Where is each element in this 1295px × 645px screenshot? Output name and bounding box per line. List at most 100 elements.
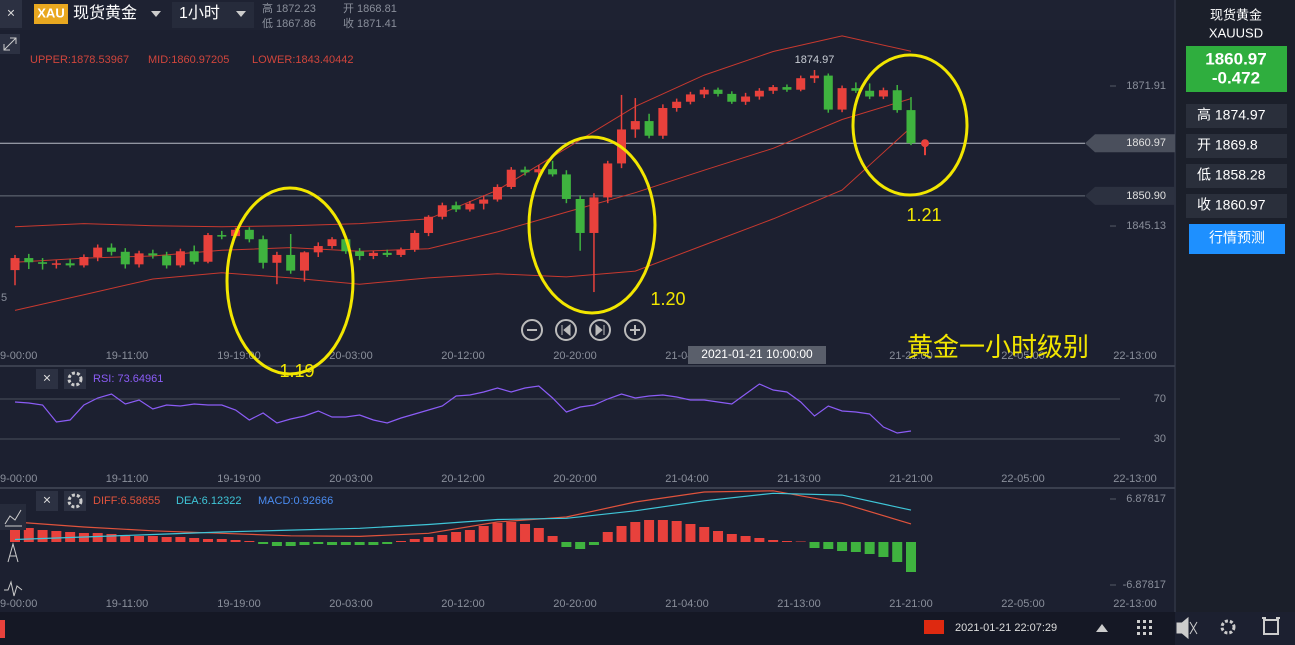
expand-icon: [3, 37, 17, 51]
candle-body: [189, 251, 199, 262]
highlight-circle: [851, 53, 969, 197]
candle-body: [479, 199, 489, 204]
dropdown-arrow[interactable]: [236, 11, 246, 17]
macd-bar: [892, 542, 903, 562]
candle-body: [175, 251, 185, 266]
candle-body: [313, 246, 323, 253]
sidebar-high: 高 1874.97: [1197, 107, 1266, 123]
macd-bar: [850, 542, 861, 552]
macd-bar: [202, 539, 213, 542]
macd-bar: [368, 542, 379, 545]
x-tick-label: 21-04:00: [665, 473, 708, 485]
x-tick-label: 20-12:00: [441, 598, 484, 610]
macd-bar: [740, 536, 751, 542]
macd-bar: [327, 542, 338, 545]
band-upper: [14, 35, 912, 228]
x-tick-label: 21-13:00: [777, 598, 820, 610]
candle-body: [286, 254, 296, 271]
zoom-in[interactable]: [624, 319, 646, 341]
forecast-button-label[interactable]: 行情预测: [1209, 230, 1265, 246]
x-tick-label: 20-20:00: [553, 350, 596, 362]
x-tick-label: 22-05:00: [1001, 473, 1044, 485]
candle-body: [93, 247, 103, 258]
x-tick-label: 20-03:00: [329, 598, 372, 610]
macd-bar: [671, 521, 682, 542]
grid-icon[interactable]: [1137, 620, 1152, 635]
close-indicator[interactable]: [36, 491, 58, 511]
price-tag: [1085, 186, 1175, 205]
candle-body: [79, 257, 89, 266]
zoom-out[interactable]: [521, 319, 543, 341]
flag: [924, 620, 944, 634]
tool-icon[interactable]: [7, 542, 19, 563]
candle-body: [244, 229, 254, 240]
macd-bar: [906, 542, 916, 572]
candle-body: [368, 252, 378, 256]
mute-icon[interactable]: [1176, 616, 1198, 640]
tool-icon[interactable]: [4, 580, 23, 597]
band-legend: MID:1860.97205: [148, 54, 229, 66]
x-tick-label: 19-11:00: [106, 598, 149, 610]
macd-bar: [285, 542, 296, 546]
candle-body: [506, 169, 516, 187]
scroll-start[interactable]: [555, 319, 577, 341]
fullscreen-icon[interactable]: [1262, 617, 1280, 635]
clock: 2021-01-21 22:07:29: [955, 622, 1057, 634]
candle-body: [382, 252, 392, 255]
close-icon: ×: [43, 492, 51, 508]
high-label: 1874.97: [795, 54, 835, 66]
interval[interactable]: 1小时: [179, 4, 220, 22]
macd-bar: [10, 527, 20, 542]
candle-body: [851, 88, 861, 91]
close-button[interactable]: [0, 0, 22, 28]
settings-icon[interactable]: [1220, 619, 1236, 635]
x-tick-label: 9-00:00: [0, 598, 37, 610]
candle-body: [685, 94, 695, 102]
macd-bar: [244, 541, 255, 542]
macd-bar: [864, 542, 875, 554]
scroll-end[interactable]: [589, 319, 611, 341]
candle-body: [134, 253, 144, 265]
y-tick-label: 70: [1154, 393, 1166, 405]
band-mid: [14, 98, 912, 263]
macd-bar: [423, 537, 434, 542]
macd-bar: [699, 527, 710, 542]
macd-bar: [630, 522, 641, 542]
macd-bar: [175, 537, 186, 542]
macd-bar: [726, 534, 737, 542]
x-tick-label: 22-13:00: [1113, 598, 1156, 610]
x-tick-label: 21-21:00: [889, 473, 932, 485]
dropdown-arrow[interactable]: [151, 11, 161, 17]
stat-box: [1186, 134, 1287, 158]
icon: [630, 325, 640, 335]
y-tick-label: 1845.13: [1126, 220, 1166, 232]
up-icon[interactable]: [1096, 624, 1108, 632]
candle-body: [410, 232, 420, 250]
band-lower: [14, 127, 912, 311]
macd-bar: [189, 538, 200, 542]
macd-bar: [395, 541, 406, 542]
candle-body: [630, 121, 640, 130]
macd-bar: [37, 530, 48, 542]
candle-body: [713, 89, 723, 94]
price-box: [1186, 46, 1287, 92]
candle-body: [837, 88, 847, 110]
rsi-legend: RSI: 73.64961: [93, 373, 163, 385]
symbol[interactable]: 现货黄金: [73, 4, 137, 22]
ohlc-high: 高 1872.23: [262, 1, 316, 15]
sidebar-title: 现货黄金: [1210, 7, 1262, 22]
candle-body: [10, 258, 20, 271]
macd-bar: [520, 524, 531, 542]
candle-body: [327, 239, 337, 247]
candle-body: [24, 258, 34, 263]
close-indicator[interactable]: [36, 369, 58, 389]
macd-bar: [106, 534, 117, 542]
price-tag-label: 1850.90: [1126, 190, 1166, 202]
x-tick-label: 20-12:00: [441, 473, 484, 485]
crosshair-box: [688, 346, 826, 364]
price-tag-label: 1860.97: [1126, 137, 1166, 149]
macd-bar: [781, 541, 792, 542]
forecast-button[interactable]: [1189, 224, 1285, 254]
